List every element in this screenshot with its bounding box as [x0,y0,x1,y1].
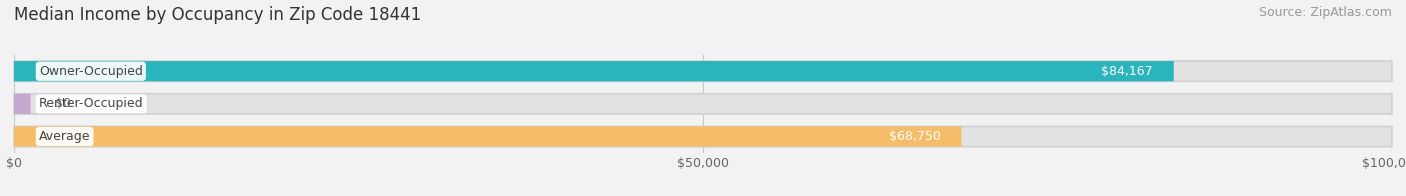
Text: Renter-Occupied: Renter-Occupied [39,97,143,110]
FancyBboxPatch shape [14,94,31,114]
FancyBboxPatch shape [14,126,962,147]
FancyBboxPatch shape [14,126,1392,147]
Text: Average: Average [39,130,90,143]
Text: Median Income by Occupancy in Zip Code 18441: Median Income by Occupancy in Zip Code 1… [14,6,422,24]
FancyBboxPatch shape [14,61,1174,81]
Text: Source: ZipAtlas.com: Source: ZipAtlas.com [1258,6,1392,19]
Text: $0: $0 [55,97,72,110]
Text: $68,750: $68,750 [889,130,941,143]
Text: $84,167: $84,167 [1101,65,1153,78]
FancyBboxPatch shape [14,61,1392,81]
Text: Owner-Occupied: Owner-Occupied [39,65,143,78]
FancyBboxPatch shape [14,94,1392,114]
